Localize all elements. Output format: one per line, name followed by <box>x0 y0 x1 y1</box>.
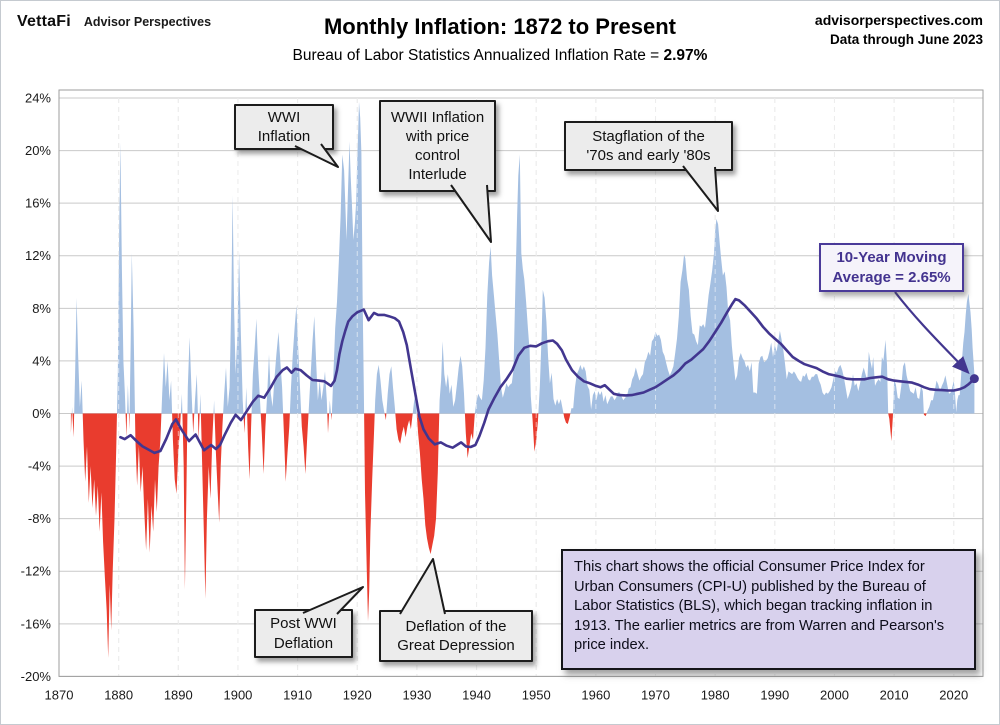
source-website: advisorperspectives.com <box>814 12 983 28</box>
x-axis-tick-label: 1930 <box>402 687 431 702</box>
callout-line: Interlude <box>408 166 467 184</box>
callout-line: WWI <box>267 108 301 126</box>
x-axis-tick-label: 1990 <box>760 687 789 702</box>
ma-label-line: Average = 2.65% <box>832 268 951 286</box>
callout-stagflation: Stagflation of the '70s and early '80s <box>564 121 733 171</box>
callout-line: Deflation <box>273 634 334 652</box>
x-axis-tick-label: 1910 <box>283 687 312 702</box>
callout-line: with price <box>405 127 470 145</box>
callout-line: Deflation of the <box>405 617 507 635</box>
callout-line: '70s and early '80s <box>586 147 711 164</box>
y-axis-tick-label: -16% <box>21 616 52 631</box>
y-axis-tick-label: -20% <box>21 669 52 684</box>
x-axis-tick-label: 2010 <box>880 687 909 702</box>
x-axis-tick-label: 1880 <box>104 687 133 702</box>
callout-line: WWII Inflation <box>390 108 485 126</box>
x-axis-tick-label: 1920 <box>343 687 372 702</box>
callout-post-wwi-deflation: Post WWI Deflation <box>254 609 353 658</box>
y-axis-tick-label: 0% <box>32 406 51 421</box>
brand-block: VettaFi Advisor Perspectives <box>17 13 211 31</box>
ma-label-line: 10-Year Moving <box>836 249 947 266</box>
moving-average-label-box: 10-Year Moving Average = 2.65% <box>819 243 964 292</box>
brand-suffix: Advisor Perspectives <box>83 15 212 29</box>
moving-average-pointer-arrow <box>894 291 970 375</box>
y-axis-tick-label: 24% <box>25 91 51 106</box>
callout-line: Inflation <box>257 128 311 145</box>
x-axis-tick-label: 1980 <box>701 687 730 702</box>
y-axis-tick-label: 4% <box>32 353 51 368</box>
x-axis-tick-label: 1870 <box>45 687 74 702</box>
y-axis-tick-label: 8% <box>32 301 51 316</box>
y-axis-tick-label: 16% <box>25 196 51 211</box>
cpi-info-box: This chart shows the official Consumer P… <box>561 549 976 670</box>
x-axis-tick-label: 1940 <box>462 687 491 702</box>
x-axis-tick-label: 1950 <box>522 687 551 702</box>
x-axis-tick-label: 2020 <box>939 687 968 702</box>
x-axis-tick-label: 1900 <box>223 687 252 702</box>
x-axis-tick-label: 1970 <box>641 687 670 702</box>
y-axis-tick-label: -4% <box>28 459 52 474</box>
x-axis-tick-label: 1890 <box>164 687 193 702</box>
data-through-date: Data through June 2023 <box>829 32 983 48</box>
y-axis-tick-label: -12% <box>21 564 52 579</box>
callout-wwii-inflation: WWII Inflation with price control Interl… <box>379 100 496 192</box>
vettafi-logo: VettaFi <box>17 13 71 30</box>
y-axis-tick-label: -8% <box>28 511 52 526</box>
x-axis-tick-label: 1960 <box>581 687 610 702</box>
callout-wwi-inflation: WWI Inflation <box>234 104 334 150</box>
x-axis-tick-label: 2000 <box>820 687 849 702</box>
y-axis-tick-label: 20% <box>25 143 51 158</box>
callout-line: control <box>414 147 461 164</box>
callout-great-depression-deflation: Deflation of the Great Depression <box>379 610 533 662</box>
callout-line: Great Depression <box>397 637 515 654</box>
callout-line: Stagflation of the <box>592 127 705 145</box>
moving-average-end-dot <box>969 374 979 384</box>
moving-average-line <box>119 297 976 455</box>
callout-line: Post WWI <box>270 615 337 633</box>
source-block: advisorperspectives.com Data through Jun… <box>815 10 983 50</box>
y-axis-tick-label: 12% <box>25 248 51 263</box>
